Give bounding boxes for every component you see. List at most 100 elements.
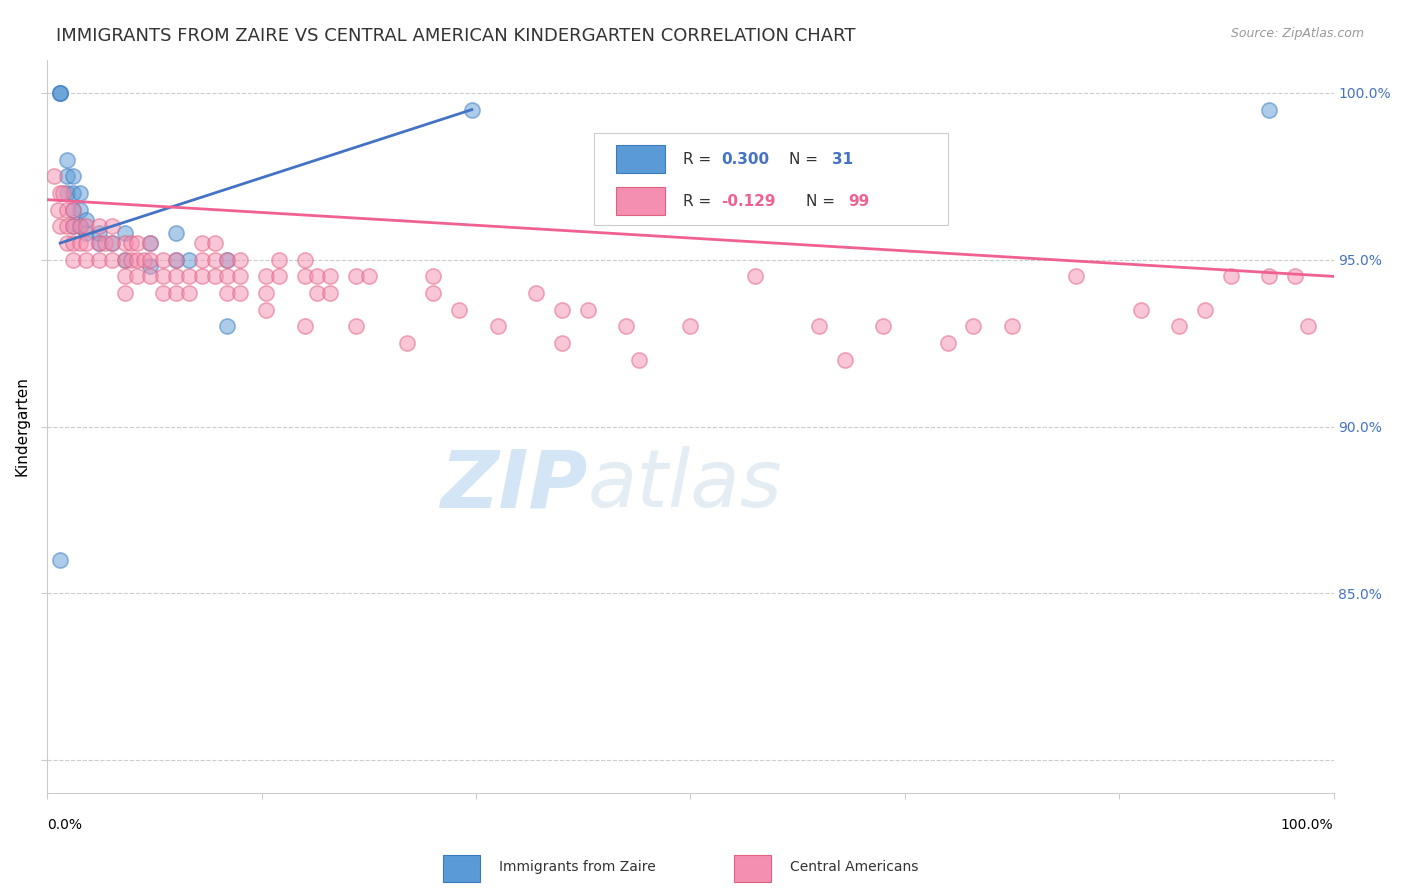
Point bbox=[1284, 269, 1306, 284]
Point bbox=[190, 252, 212, 267]
Point bbox=[152, 252, 174, 267]
Point bbox=[114, 235, 136, 250]
Text: 0.300: 0.300 bbox=[721, 152, 769, 167]
Point bbox=[229, 286, 252, 301]
Point bbox=[55, 202, 77, 217]
Point bbox=[461, 103, 484, 117]
FancyBboxPatch shape bbox=[616, 187, 665, 215]
Point bbox=[49, 86, 72, 100]
Point bbox=[1194, 302, 1216, 317]
FancyBboxPatch shape bbox=[593, 133, 948, 225]
Text: IMMIGRANTS FROM ZAIRE VS CENTRAL AMERICAN KINDERGARTEN CORRELATION CHART: IMMIGRANTS FROM ZAIRE VS CENTRAL AMERICA… bbox=[56, 27, 856, 45]
Point bbox=[614, 319, 637, 334]
Point bbox=[422, 286, 444, 301]
Point bbox=[75, 226, 97, 240]
Text: N =: N = bbox=[790, 152, 824, 167]
Point bbox=[177, 252, 200, 267]
Point bbox=[55, 169, 77, 184]
Point bbox=[1001, 319, 1024, 334]
Point bbox=[139, 269, 162, 284]
Point bbox=[75, 212, 97, 227]
Point bbox=[165, 226, 187, 240]
Point bbox=[62, 186, 84, 200]
Point bbox=[679, 319, 702, 334]
Point bbox=[120, 252, 142, 267]
Text: -0.129: -0.129 bbox=[721, 194, 776, 209]
Point bbox=[62, 202, 84, 217]
Point bbox=[254, 269, 277, 284]
Point bbox=[139, 252, 162, 267]
Point bbox=[254, 302, 277, 317]
Point bbox=[808, 319, 831, 334]
Point bbox=[217, 269, 239, 284]
Point bbox=[42, 169, 65, 184]
Point bbox=[344, 269, 367, 284]
Point bbox=[190, 235, 212, 250]
Point bbox=[100, 235, 122, 250]
Point bbox=[127, 252, 149, 267]
Point bbox=[936, 336, 959, 351]
Point bbox=[100, 219, 122, 234]
Point bbox=[204, 269, 226, 284]
Point bbox=[139, 235, 162, 250]
Point bbox=[524, 286, 547, 301]
Point bbox=[294, 269, 316, 284]
Point bbox=[551, 336, 574, 351]
Point bbox=[307, 286, 329, 301]
Point bbox=[962, 319, 984, 334]
Point bbox=[217, 252, 239, 267]
Text: Central Americans: Central Americans bbox=[790, 861, 918, 874]
Point bbox=[319, 286, 342, 301]
Point bbox=[267, 269, 290, 284]
Point bbox=[49, 86, 72, 100]
Point bbox=[49, 186, 72, 200]
FancyBboxPatch shape bbox=[443, 855, 481, 881]
Text: 0.0%: 0.0% bbox=[48, 818, 83, 832]
Point bbox=[834, 352, 856, 367]
Point bbox=[177, 269, 200, 284]
Point bbox=[217, 286, 239, 301]
Point bbox=[127, 235, 149, 250]
Point bbox=[87, 226, 110, 240]
Point bbox=[69, 219, 91, 234]
Point bbox=[69, 219, 91, 234]
Point bbox=[75, 219, 97, 234]
Point bbox=[422, 269, 444, 284]
Point bbox=[319, 269, 342, 284]
Point bbox=[114, 286, 136, 301]
Point bbox=[69, 202, 91, 217]
Point bbox=[872, 319, 894, 334]
Point bbox=[62, 169, 84, 184]
Point bbox=[87, 252, 110, 267]
Text: 100.0%: 100.0% bbox=[1281, 818, 1333, 832]
Point bbox=[114, 252, 136, 267]
Point bbox=[744, 269, 766, 284]
Point bbox=[87, 235, 110, 250]
Point bbox=[1129, 302, 1152, 317]
Point bbox=[62, 235, 84, 250]
Point bbox=[190, 269, 212, 284]
Text: atlas: atlas bbox=[588, 446, 782, 524]
FancyBboxPatch shape bbox=[616, 145, 665, 173]
Text: 31: 31 bbox=[832, 152, 853, 167]
Point bbox=[75, 235, 97, 250]
Point bbox=[576, 302, 599, 317]
Point bbox=[307, 269, 329, 284]
Point bbox=[87, 219, 110, 234]
Point bbox=[1168, 319, 1191, 334]
Point bbox=[177, 286, 200, 301]
Point bbox=[75, 252, 97, 267]
Point bbox=[49, 219, 72, 234]
Point bbox=[254, 286, 277, 301]
Point bbox=[139, 235, 162, 250]
Text: Immigrants from Zaire: Immigrants from Zaire bbox=[499, 861, 655, 874]
Point bbox=[114, 226, 136, 240]
Point bbox=[120, 235, 142, 250]
Point bbox=[55, 153, 77, 167]
Point bbox=[165, 286, 187, 301]
Point bbox=[62, 219, 84, 234]
Point bbox=[551, 302, 574, 317]
Point bbox=[69, 235, 91, 250]
Point bbox=[294, 319, 316, 334]
Text: R =: R = bbox=[683, 152, 716, 167]
